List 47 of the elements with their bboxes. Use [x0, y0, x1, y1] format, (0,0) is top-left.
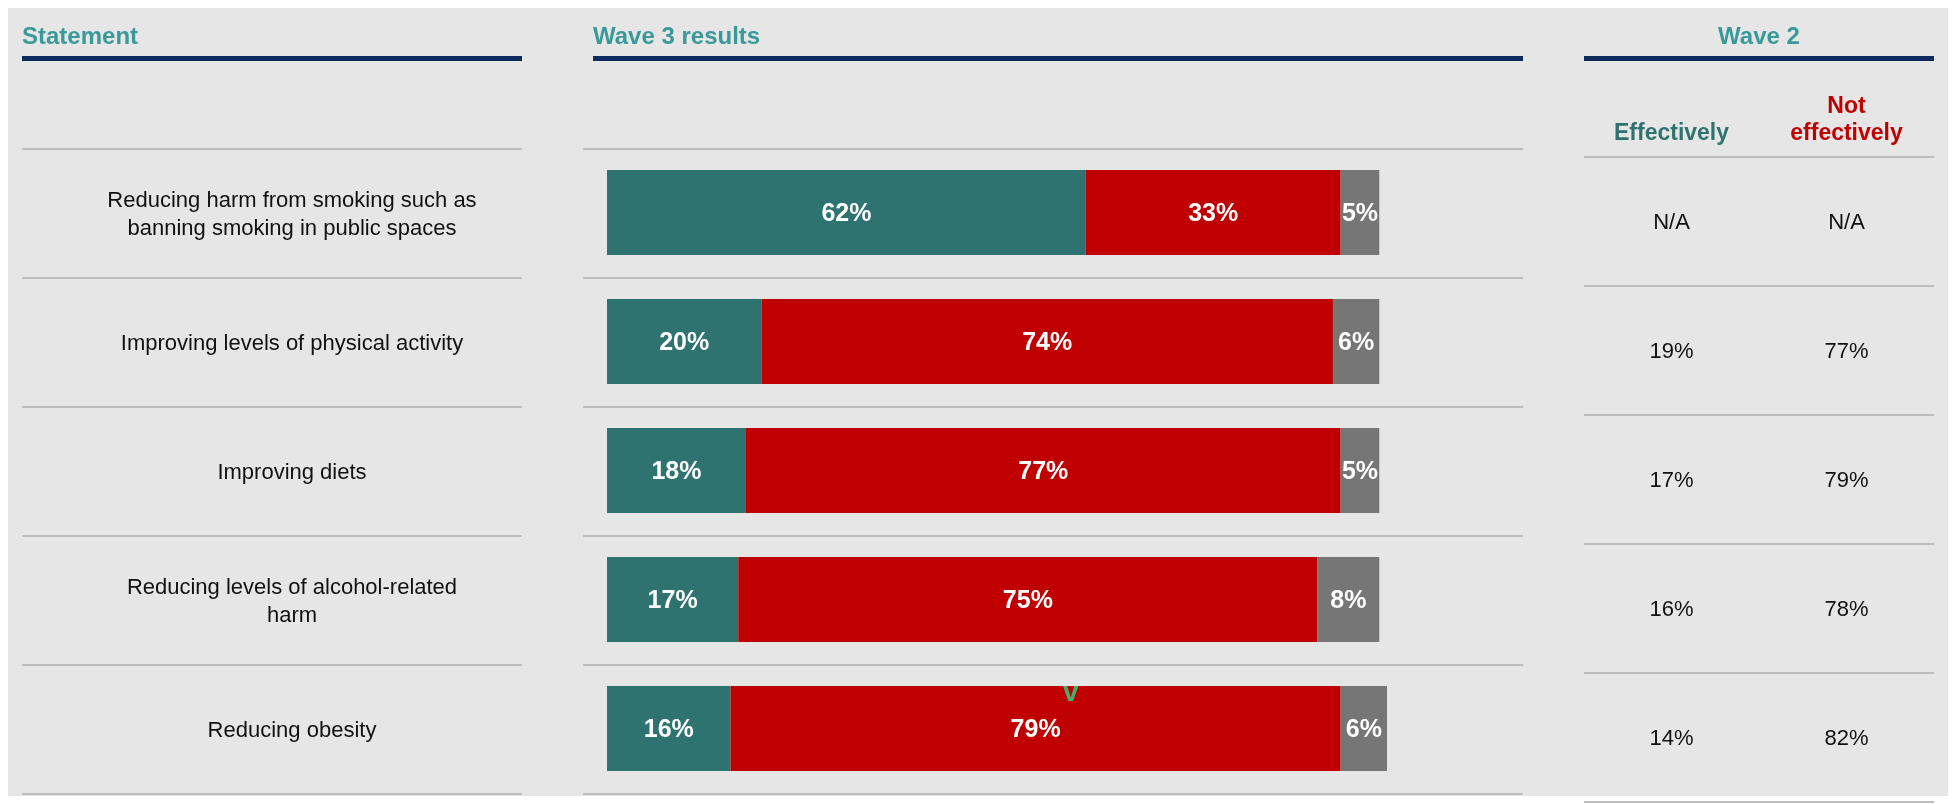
text: 82%	[1823, 723, 1870, 752]
annotation: v	[1063, 676, 1079, 707]
bar	[607, 685, 731, 771]
bar	[1317, 556, 1380, 642]
data-label: 18%	[651, 456, 702, 485]
y-tick-label: Improving levels of physical activity	[120, 329, 464, 354]
text: Wave 2	[1584, 22, 1934, 61]
y-tick-label: Reducing obesity	[207, 716, 377, 741]
text: 19%	[1648, 336, 1695, 365]
y-tick-label: Reducing levels of alcohol-related harm	[126, 573, 458, 626]
text: 79%	[1823, 465, 1870, 494]
data-label: 16%	[643, 714, 694, 743]
text: N/A	[1827, 207, 1866, 236]
data-label: 74%	[1022, 327, 1073, 356]
data-label: 5%	[1341, 198, 1379, 227]
data-label: 5%	[1341, 456, 1379, 485]
bar	[607, 556, 739, 642]
data-label: 6%	[1345, 714, 1382, 743]
data-label: 75%	[1002, 585, 1053, 614]
data-label: 62%	[821, 198, 872, 227]
data-label: 17%	[647, 585, 698, 614]
text: 16%	[1648, 594, 1695, 623]
data-label: 8%	[1330, 585, 1367, 614]
chart-title: Wave 3 results	[593, 22, 1523, 61]
bar	[607, 427, 747, 513]
text: 14%	[1648, 723, 1695, 752]
y-tick-label: Reducing harm from smoking such as banning smoking in public spaces	[107, 186, 477, 239]
bar	[1085, 169, 1341, 255]
data-label: 6%	[1338, 327, 1375, 356]
y-tick-label: Improving diets	[217, 458, 367, 483]
text: 78%	[1823, 594, 1870, 623]
text: N/A	[1652, 207, 1691, 236]
text: Not effectively	[1789, 91, 1904, 147]
text: 77%	[1823, 336, 1870, 365]
bar	[607, 169, 1086, 255]
data-label: 79%	[1010, 714, 1061, 743]
bar	[761, 298, 1333, 384]
text: 17%	[1648, 465, 1695, 494]
text: Effectively	[1613, 118, 1731, 147]
data-label: 33%	[1188, 198, 1239, 227]
data-label: 77%	[1018, 456, 1069, 485]
bar	[730, 685, 1341, 771]
bar	[607, 298, 762, 384]
data-label: 20%	[659, 327, 710, 356]
bar	[746, 427, 1341, 513]
bar	[738, 556, 1318, 642]
y-axis-title: Statement	[22, 22, 522, 61]
